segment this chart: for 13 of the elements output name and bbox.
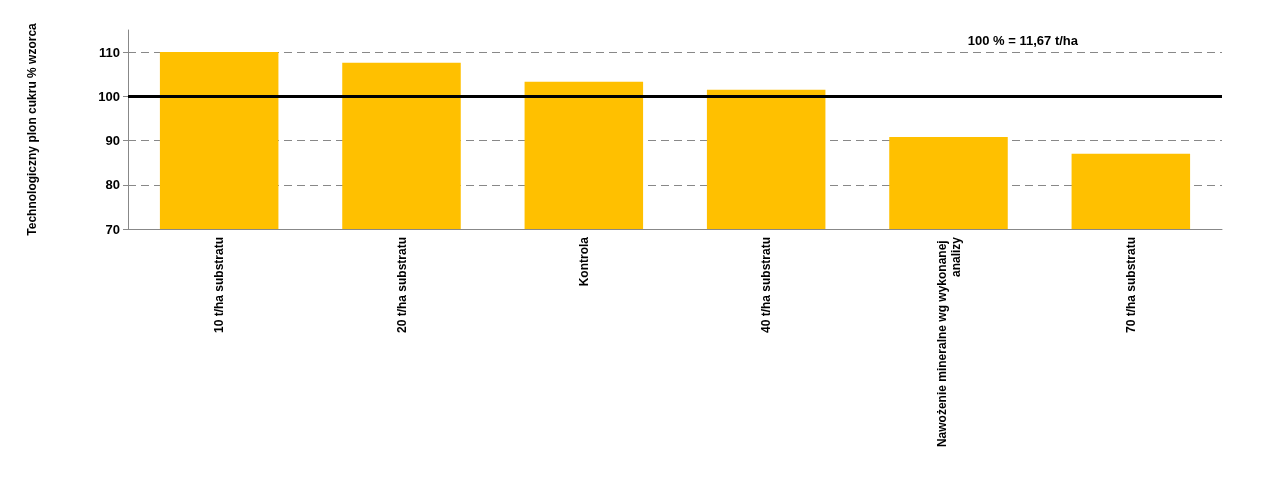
x-tick-label: 70 t/ha substratu — [1123, 237, 1138, 334]
x-tick-label: Nawożenie mineralne wg wykonanej analizy — [934, 236, 963, 448]
y-tick-label: 90 — [105, 133, 120, 149]
y-tick-label: 70 — [105, 221, 120, 237]
y-tick-label: 100 — [98, 88, 120, 104]
y-axis-title: Technologiczny plon cukru % wzorca — [25, 22, 39, 236]
y-tick-label: 80 — [105, 177, 120, 193]
x-tick-label: 40 t/ha substratu — [759, 237, 774, 334]
x-tick-label: 10 t/ha substratu — [212, 237, 227, 334]
x-tick-label: Kontrola — [576, 236, 591, 287]
x-tick-label: 20 t/ha substratu — [394, 237, 409, 334]
y-tick-label: 110 — [99, 44, 120, 60]
annotation: 100 % = 11,67 t/ha — [967, 33, 1079, 48]
